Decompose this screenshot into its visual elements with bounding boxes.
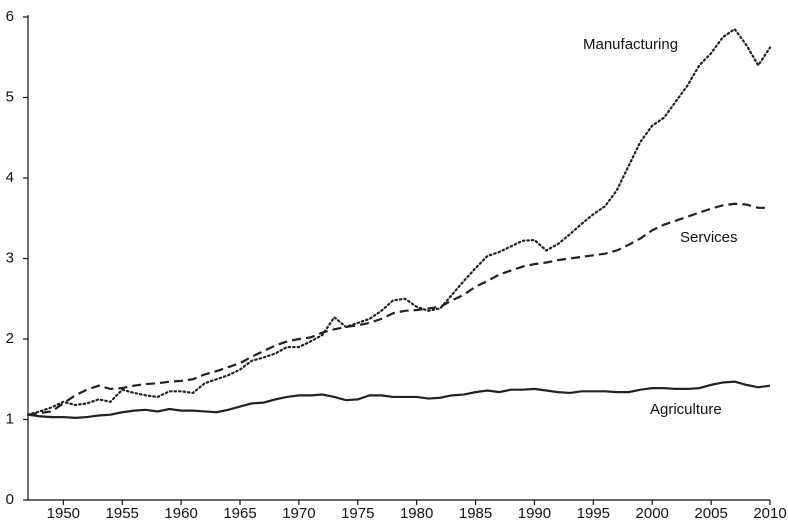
y-tick-label: 4: [6, 169, 14, 186]
x-tick-label: 2005: [694, 505, 727, 522]
x-tick-label: 1960: [164, 505, 197, 522]
x-tick-label: 1980: [400, 505, 433, 522]
x-tick-label: 1965: [223, 505, 256, 522]
line: [27, 380, 771, 419]
x-tick-label: 2010: [753, 505, 786, 522]
x-tick-label: 1970: [282, 505, 315, 522]
x-tick-label: 1975: [341, 505, 374, 522]
x-tick-label: 1995: [577, 505, 610, 522]
x-tick-label: 2000: [636, 505, 669, 522]
y-tick-label: 1: [6, 410, 14, 427]
x-tick-label: 1985: [459, 505, 492, 522]
series-label: Agriculture: [650, 401, 722, 418]
x-tick-label: 1990: [518, 505, 551, 522]
x-tick-label: 1955: [106, 505, 139, 522]
series-label: Services: [680, 229, 738, 246]
line: [26, 27, 772, 416]
line: [27, 202, 770, 416]
y-tick-label: 3: [6, 249, 14, 266]
y-tick-label: 6: [6, 8, 14, 25]
series-label: Manufacturing: [583, 36, 678, 53]
y-tick-label: 5: [6, 88, 14, 105]
y-tick-label: 2: [6, 330, 14, 347]
y-tick-label: 0: [6, 491, 14, 508]
x-tick-label: 1950: [47, 505, 80, 522]
